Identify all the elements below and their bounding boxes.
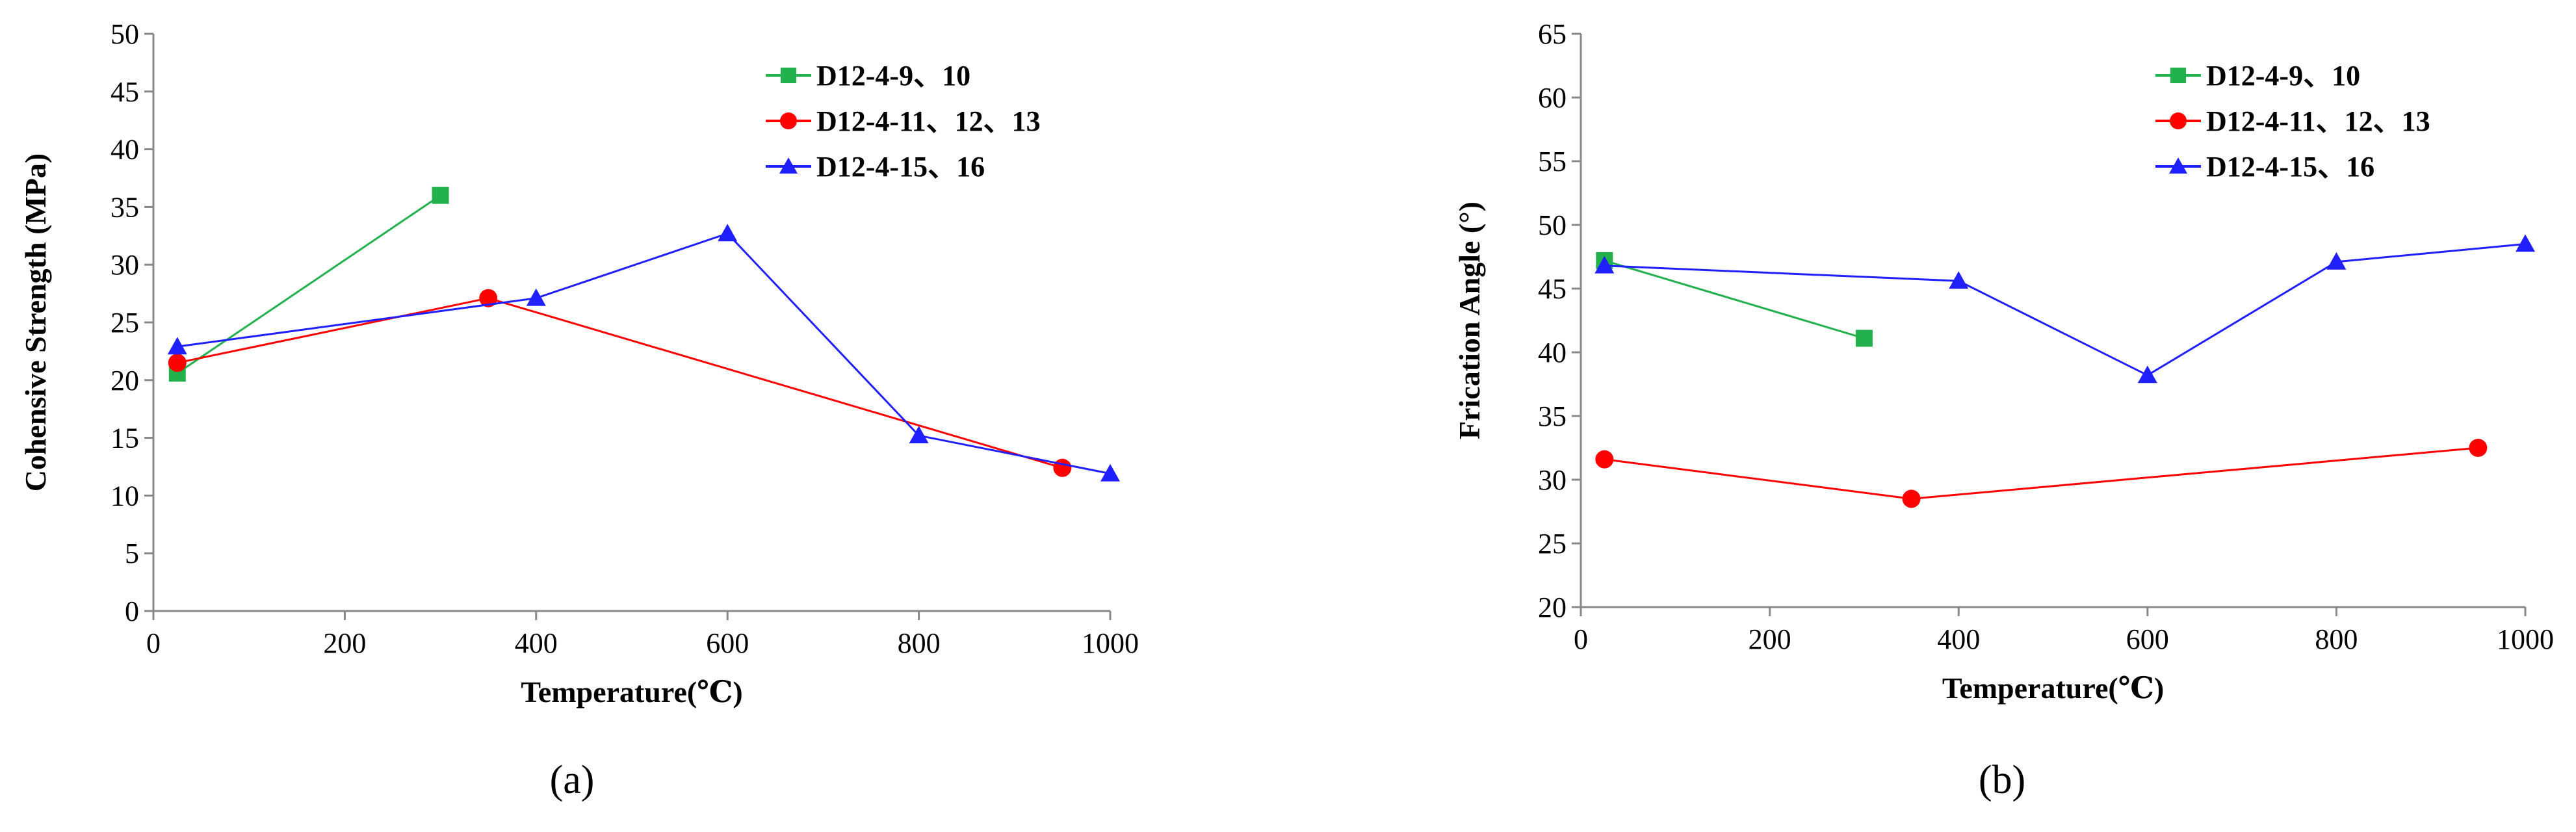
data-point-series-3 [1949, 271, 1969, 289]
data-point-series-3 [2326, 252, 2347, 270]
y-tick-label: 65 [1538, 18, 1567, 50]
series-line-3 [177, 232, 1111, 475]
data-point-series-3 [1100, 463, 1120, 482]
data-point-series-2 [1902, 489, 1921, 508]
x-tick-label: 1000 [2497, 623, 2554, 655]
x-tick-label: 1000 [1082, 627, 1139, 659]
data-point-series-3 [718, 224, 738, 242]
data-point-series-1 [1855, 330, 1873, 347]
data-point-series-3 [2137, 365, 2157, 384]
legend-marker-3 [2169, 157, 2187, 174]
data-point-series-3 [526, 288, 546, 306]
y-tick-label: 30 [1538, 464, 1567, 496]
data-point-series-2 [1595, 450, 1614, 469]
legend-marker-3 [779, 157, 798, 174]
legend-label-2: D12-4-11、12、13 [2206, 105, 2430, 137]
legend-label-1: D12-4-9、10 [816, 60, 970, 92]
data-point-series-1 [432, 187, 449, 204]
legend-label-3: D12-4-15、16 [2206, 151, 2374, 183]
y-tick-label: 10 [111, 480, 139, 512]
x-tick-label: 0 [1574, 623, 1588, 655]
series-line-1 [1604, 259, 1865, 339]
legend-marker-2 [2170, 112, 2187, 129]
series-line-1 [176, 194, 441, 374]
x-tick-label: 800 [898, 627, 941, 659]
legend-label-1: D12-4-9、10 [2206, 60, 2360, 92]
y-tick-label: 50 [111, 18, 139, 50]
x-tick-label: 200 [323, 627, 366, 659]
legend-marker-1 [2170, 68, 2186, 83]
legend-marker-1 [781, 68, 796, 83]
data-point-series-2 [479, 289, 498, 307]
data-point-series-3 [167, 337, 187, 355]
x-tick-label: 800 [2315, 623, 2358, 655]
y-axis-label: Cohensive Strength (MPa) [19, 153, 52, 491]
y-tick-label: 20 [111, 365, 139, 396]
y-tick-label: 35 [1538, 400, 1567, 432]
series-line-2 [177, 297, 1063, 469]
legend-label-3: D12-4-15、16 [816, 151, 985, 183]
y-tick-label: 0 [125, 595, 139, 627]
series-line-2 [1604, 447, 2478, 500]
y-tick-label: 45 [111, 76, 139, 108]
x-tick-label: 400 [515, 627, 558, 659]
y-tick-label: 60 [1538, 82, 1567, 114]
x-axis-label: Temperature(℃) [1942, 671, 2164, 705]
data-point-series-2 [1053, 458, 1072, 477]
y-tick-label: 35 [111, 191, 139, 223]
x-tick-label: 400 [1937, 623, 1980, 655]
x-tick-label: 600 [706, 627, 749, 659]
y-tick-label: 40 [1538, 337, 1567, 369]
data-point-series-2 [168, 354, 187, 372]
x-tick-label: 600 [2126, 623, 2169, 655]
panel-label: (b) [1979, 758, 2025, 802]
y-tick-label: 45 [1538, 273, 1567, 305]
data-point-series-3 [2516, 234, 2535, 252]
y-tick-label: 50 [1538, 209, 1567, 241]
y-tick-label: 25 [1538, 528, 1567, 560]
legend-marker-2 [780, 112, 797, 129]
x-tick-label: 0 [146, 627, 161, 659]
data-point-series-2 [2469, 439, 2488, 457]
chart-panel-b: 20 25 30 35 40 45 50 55 60 65 0 200 400 600 800 1000 Tem… [1453, 18, 2554, 802]
data-point-series-3 [909, 426, 929, 444]
y-axis-label: Frication Angle (°) [1453, 202, 1486, 439]
y-tick-label: 5 [125, 538, 139, 569]
y-tick-label: 40 [111, 134, 139, 166]
chart-panel-a: 0 5 10 15 20 25 30 35 40 45 50 0 200 400 600 800 1000 Tem… [19, 18, 1139, 802]
data-point-series-3 [1594, 255, 1615, 274]
y-tick-label: 20 [1538, 592, 1567, 623]
y-tick-label: 15 [111, 422, 139, 454]
y-tick-label: 30 [111, 249, 139, 281]
y-tick-label: 55 [1538, 146, 1567, 177]
legend-label-2: D12-4-11、12、13 [816, 105, 1041, 137]
y-tick-label: 25 [111, 307, 139, 339]
series-line-3 [1604, 242, 2526, 376]
panel-label: (a) [550, 758, 595, 802]
x-axis-label: Temperature(℃) [521, 675, 742, 708]
x-tick-label: 200 [1749, 623, 1791, 655]
